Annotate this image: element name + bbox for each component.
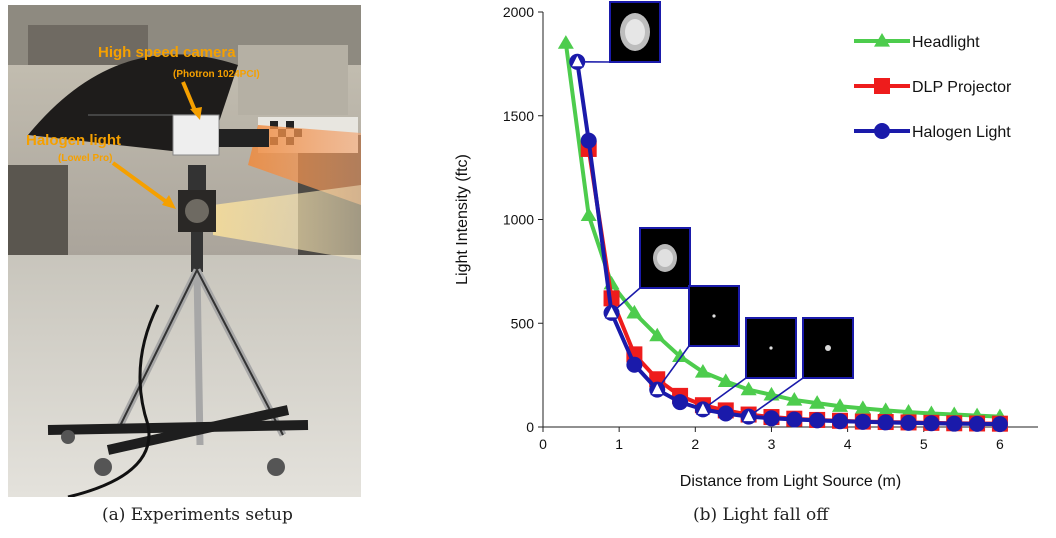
- figure-b-caption: (b) Light fall off: [693, 505, 829, 525]
- inset-pointer: [741, 408, 756, 423]
- x-tick-label: 6: [996, 436, 1004, 452]
- inset-leader-line: [748, 377, 804, 418]
- light-callout-arrow: [111, 161, 170, 205]
- chart-insets: [570, 1, 854, 423]
- halogen-light-point: [672, 394, 689, 411]
- x-tick-label: 5: [920, 436, 928, 452]
- figure-a-caption: (a) Experiments setup: [102, 505, 293, 525]
- halogen-light-point: [900, 414, 917, 431]
- halogen-light-point: [854, 413, 871, 430]
- halogen-light-point: [877, 414, 894, 431]
- experiment-setup-photo: High speed camera (Photron 1024PCI) Halo…: [8, 5, 361, 497]
- inset-pointer: [696, 401, 710, 415]
- chart-axes: 0 500 1000 1500 2000 0 1 2 3 4 5 6: [503, 4, 1038, 452]
- halogen-light-point: [809, 412, 826, 429]
- halogen-light-point: [763, 410, 780, 427]
- halogen-light-legend-marker: [874, 123, 890, 139]
- inset-leader-line: [611, 287, 641, 314]
- x-axis-label: Distance from Light Source (m): [680, 473, 901, 490]
- headlight-point: [832, 398, 848, 412]
- halogen-light-point: [991, 416, 1008, 433]
- halogen-light-point: [969, 415, 986, 432]
- inset-pointer: [604, 304, 619, 319]
- chart-legend: Headlight DLP Projector Halogen Light: [854, 33, 1012, 141]
- headlight-point: [786, 392, 803, 406]
- halogen-light-point: [717, 405, 734, 422]
- camera-model-label: (Photron 1024PCI): [173, 69, 260, 80]
- light-spot-core: [657, 249, 673, 267]
- x-tick-label: 0: [539, 436, 547, 452]
- headlight-point: [809, 395, 826, 409]
- inset-pointer: [570, 53, 585, 68]
- headlight-point: [694, 364, 711, 378]
- headlight-point: [877, 402, 894, 416]
- inset-leader-line: [702, 377, 747, 411]
- camera-callout-arrow: [181, 81, 198, 114]
- light-spot: [769, 346, 773, 350]
- headlight-point: [717, 373, 734, 387]
- x-tick-label: 3: [768, 436, 776, 452]
- headlight-legend-label: Headlight: [912, 34, 980, 51]
- headlight-point: [672, 348, 689, 363]
- light-callout-label: Halogen light: [26, 132, 121, 149]
- headlight-legend-marker: [874, 33, 890, 47]
- light-falloff-chart: 0 500 1000 1500 2000 0 1 2 3 4 5 6 Headlight DLP Pro…: [454, 1, 1038, 490]
- setup-illustration: High speed camera (Photron 1024PCI) Halo…: [8, 5, 361, 497]
- headlight-point: [557, 35, 574, 49]
- headlight-point: [580, 207, 597, 221]
- dlp-projector-legend-label: DLP Projector: [912, 79, 1012, 96]
- y-axis-label: Light Intensity (ftc): [454, 154, 471, 285]
- headlight-point: [626, 304, 643, 319]
- y-tick-label: 0: [526, 419, 534, 435]
- halogen-light-point: [946, 415, 963, 432]
- camera-callout-label: High speed camera: [98, 44, 236, 61]
- light-model-label: (Lowel Pro): [58, 153, 112, 164]
- headlight-point: [900, 404, 917, 418]
- headlight-point: [649, 327, 666, 342]
- headlight-point: [854, 400, 871, 414]
- halogen-light-point: [832, 413, 848, 430]
- dlp-projector-legend-marker: [874, 78, 890, 94]
- x-tick-label: 4: [844, 436, 852, 452]
- inset-pointer: [650, 381, 665, 396]
- halogen-light-point: [626, 356, 643, 373]
- light-spot: [712, 314, 716, 318]
- halogen-light-point: [923, 415, 940, 432]
- y-tick-label: 1500: [503, 108, 534, 124]
- halogen-light-point: [786, 411, 803, 428]
- x-tick-label: 2: [691, 436, 699, 452]
- light-spot: [825, 345, 831, 351]
- y-tick-label: 2000: [503, 4, 534, 20]
- y-tick-label: 1000: [503, 212, 534, 228]
- inset-leader-line: [656, 345, 690, 391]
- headlight-point: [740, 381, 757, 396]
- x-tick-label: 1: [615, 436, 623, 452]
- light-spot-core: [625, 19, 645, 45]
- halogen-light-legend-label: Halogen Light: [912, 124, 1011, 141]
- halogen-light-point: [580, 132, 597, 149]
- y-tick-label: 500: [511, 315, 535, 331]
